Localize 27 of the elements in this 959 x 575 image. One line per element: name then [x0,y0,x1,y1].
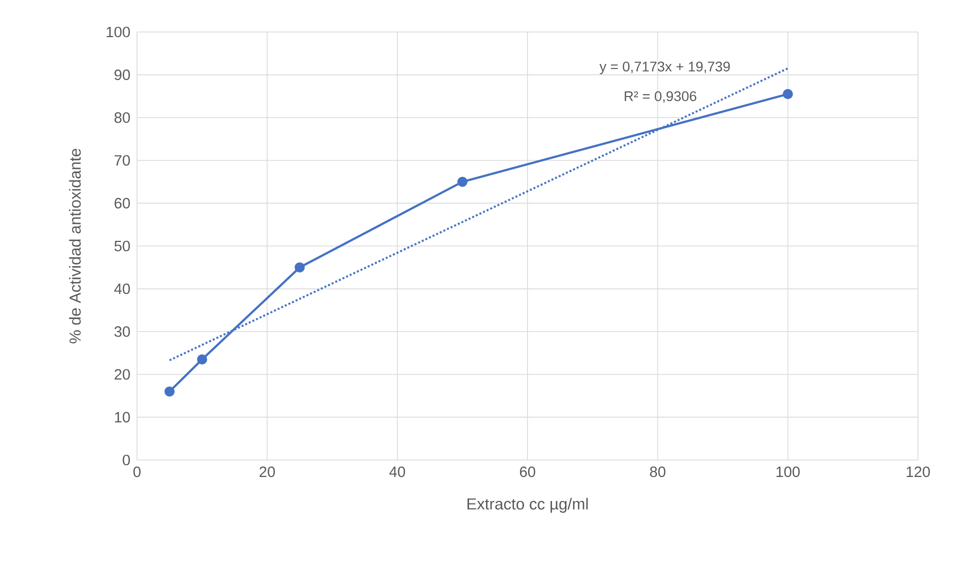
y-tick-label: 60 [114,198,130,208]
x-tick-label: 80 [650,466,666,478]
y-tick-label: 70 [114,155,130,166]
x-tick-label: 60 [520,466,536,478]
y-tick-label: 50 [114,240,130,252]
annotation: R² = 0,9306 [624,91,696,103]
y-tick-label: 20 [114,369,130,380]
annotation: y = 0,7173x + 19,739 [599,62,730,74]
x-axis-title: Extracto cc µg/ml [468,498,588,513]
x-tick-label: 120 [906,466,930,478]
point [294,262,305,272]
y-tick-label: 80 [114,112,130,123]
point [782,88,793,100]
y-tick-label: 90 [114,70,130,80]
y-tick-label: 100 [106,26,130,38]
y-tick-label: 40 [114,284,130,294]
point [457,176,468,187]
y-axis-title: % de Actividad antioxidante [69,148,81,344]
x-tick-label: 40 [389,466,406,478]
x-tick-label: 0 [133,466,141,478]
x-tick-label: 20 [260,466,275,478]
y-tick-label: 30 [114,326,130,337]
y-tick-label: 10 [115,412,130,422]
point [197,354,208,364]
point [164,386,175,397]
y-tick-label: 0 [122,454,130,466]
x-tick-label: 100 [776,466,800,478]
